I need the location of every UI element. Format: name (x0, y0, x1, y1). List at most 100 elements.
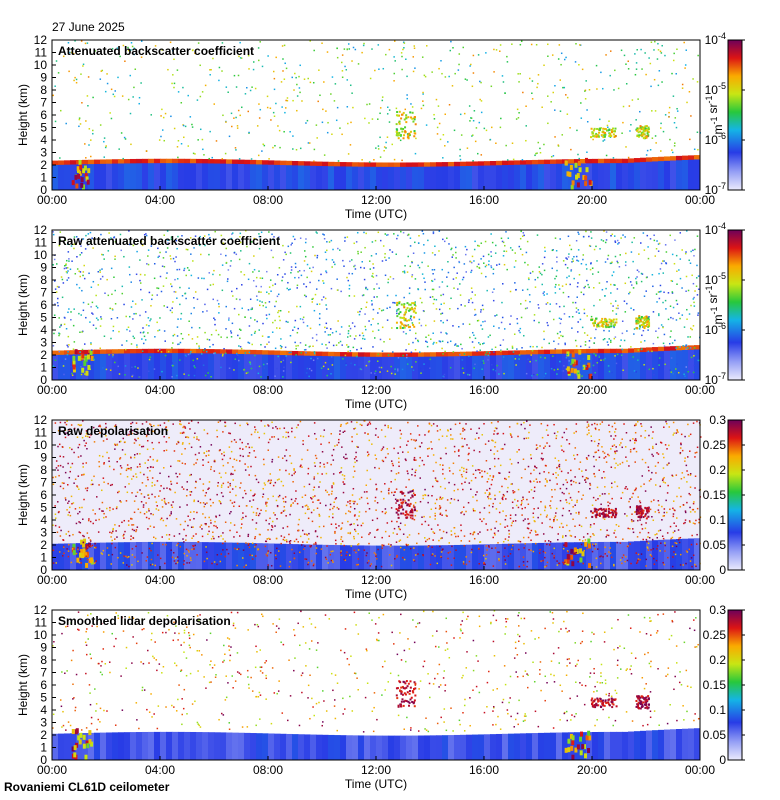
x-tick-label: 04:00 (145, 193, 175, 207)
y-axis-label: Height (km) (16, 464, 30, 526)
y-tick-label: 11 (35, 616, 48, 630)
colorbar-unit-label: m-1sr-1 (704, 285, 725, 324)
x-tick-label: 20:00 (577, 573, 607, 587)
y-tick-label: 0 (40, 373, 47, 387)
y-tick-label: 4 (40, 133, 47, 147)
y-tick-label: 12 (34, 223, 48, 237)
colorbar-tick-label: 10-5 (705, 271, 726, 287)
y-tick-label: 8 (40, 653, 47, 667)
x-tick-label: 16:00 (469, 383, 499, 397)
y-tick-label: 8 (40, 83, 47, 97)
colorbar-tick-label: 10-4 (705, 221, 726, 237)
y-tick-label: 3 (40, 526, 47, 540)
y-tick-label: 7 (40, 286, 47, 300)
colorbar-tick-label: 0.3 (709, 413, 726, 427)
y-tick-label: 11 (35, 236, 48, 250)
station-label: Rovaniemi CL61D ceilometer (4, 780, 170, 794)
y-tick-label: 2 (40, 538, 47, 552)
colorbar-tick-label: 0.25 (703, 628, 727, 642)
y-tick-label: 11 (35, 426, 48, 440)
x-tick-label: 00:00 (685, 193, 715, 207)
colorbar-tick-label: 0.1 (709, 513, 726, 527)
y-tick-label: 3 (40, 146, 47, 160)
y-axis-label: Height (km) (16, 84, 30, 146)
colorbar-tick-label: 0.05 (703, 728, 727, 742)
y-tick-label: 9 (40, 451, 47, 465)
y-tick-label: 7 (40, 666, 47, 680)
y-tick-label: 1 (40, 741, 47, 755)
y-tick-label: 9 (40, 261, 47, 275)
y-tick-label: 8 (40, 273, 47, 287)
x-axis-label: Time (UTC) (345, 777, 407, 791)
colorbar (727, 229, 743, 381)
y-tick-label: 5 (40, 501, 47, 515)
colorbar-tick-label: 0.15 (703, 678, 727, 692)
panel-2: 10-7 10-6 10-5 10-4 m-1sr-1 (51, 221, 745, 387)
x-tick-label: 04:00 (145, 573, 175, 587)
y-tick-label: 10 (34, 58, 48, 72)
x-axis-label: Time (UTC) (345, 587, 407, 601)
y-tick-label: 0 (40, 563, 47, 577)
y-tick-label: 8 (40, 463, 47, 477)
colorbar-tick-label: 0.3 (709, 603, 726, 617)
x-axis-label: Time (UTC) (345, 207, 407, 221)
y-tick-label: 12 (34, 413, 48, 427)
y-tick-label: 9 (40, 71, 47, 85)
y-tick-label: 7 (40, 96, 47, 110)
y-tick-label: 6 (40, 298, 47, 312)
y-tick-label: 3 (40, 336, 47, 350)
y-tick-label: 11 (35, 46, 48, 60)
y-axis-label: Height (km) (16, 274, 30, 336)
y-tick-label: 10 (34, 438, 48, 452)
x-tick-label: 12:00 (361, 193, 391, 207)
x-tick-label: 04:00 (145, 763, 175, 777)
y-tick-label: 9 (40, 641, 47, 655)
panel-1: 10-7 10-6 10-5 10-4 m-1sr-1 (51, 31, 745, 197)
y-tick-label: 5 (40, 311, 47, 325)
y-tick-label: 7 (40, 476, 47, 490)
colorbar-tick-label: 0.15 (703, 488, 727, 502)
y-tick-label: 5 (40, 691, 47, 705)
colorbar-tick-label: 0 (719, 753, 726, 767)
x-tick-label: 08:00 (253, 193, 283, 207)
y-tick-label: 1 (40, 171, 47, 185)
x-tick-label: 12:00 (361, 573, 391, 587)
x-tick-label: 08:00 (253, 383, 283, 397)
x-axis-label: Time (UTC) (345, 397, 407, 411)
y-tick-label: 12 (34, 33, 48, 47)
x-tick-label: 12:00 (361, 763, 391, 777)
colorbar-tick-label: 10-6 (705, 321, 726, 337)
colorbar (727, 609, 743, 761)
y-tick-label: 5 (40, 121, 47, 135)
x-tick-label: 16:00 (469, 763, 499, 777)
y-axis-label: Height (km) (16, 654, 30, 716)
x-tick-label: 00:00 (685, 763, 715, 777)
panel-4 (51, 609, 745, 761)
y-tick-label: 6 (40, 488, 47, 502)
colorbar-tick-label: 0.25 (703, 438, 727, 452)
x-tick-label: 20:00 (577, 763, 607, 777)
y-tick-label: 4 (40, 513, 47, 527)
panel-title: Attenuated backscatter coefficient (58, 44, 254, 58)
y-tick-label: 0 (40, 183, 47, 197)
y-tick-label: 2 (40, 728, 47, 742)
y-tick-label: 10 (34, 628, 48, 642)
y-tick-label: 4 (40, 323, 47, 337)
x-tick-label: 20:00 (577, 193, 607, 207)
y-tick-label: 10 (34, 248, 48, 262)
panel-title: Smoothed lidar depolarisation (58, 614, 231, 628)
colorbar (727, 39, 743, 191)
colorbar-tick-label: 0.2 (709, 463, 726, 477)
y-tick-label: 6 (40, 678, 47, 692)
x-tick-label: 00:00 (37, 383, 67, 397)
y-tick-label: 0 (40, 753, 47, 767)
x-tick-label: 20:00 (577, 383, 607, 397)
colorbar-unit-label: m-1sr-1 (704, 95, 725, 134)
x-tick-label: 08:00 (253, 573, 283, 587)
colorbar-tick-label: 0.2 (709, 653, 726, 667)
x-tick-label: 00:00 (685, 383, 715, 397)
colorbar-tick-label: 10-6 (705, 131, 726, 147)
colorbar-tick-label: 0 (719, 563, 726, 577)
panel-title: Raw depolarisation (58, 424, 168, 438)
